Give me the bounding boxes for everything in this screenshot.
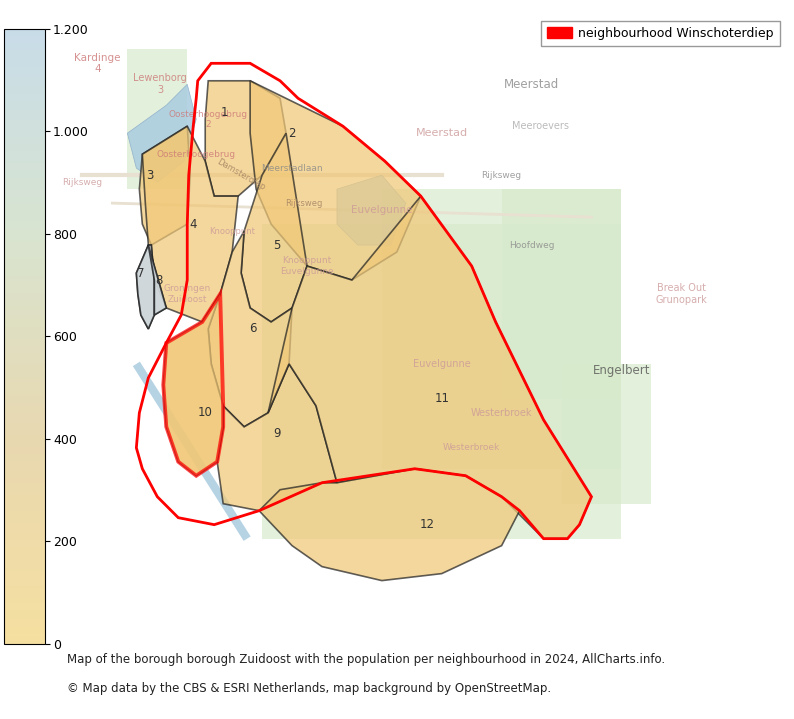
Text: Rijksweg: Rijksweg xyxy=(482,170,522,180)
Text: Euvelgunne: Euvelgunne xyxy=(351,205,413,215)
Text: 8: 8 xyxy=(155,273,163,286)
Polygon shape xyxy=(241,133,307,322)
Text: Groningen
Zuidoost: Groningen Zuidoost xyxy=(164,284,211,303)
Bar xyxy=(561,364,651,504)
Text: Westerbroek: Westerbroek xyxy=(471,408,532,418)
Text: Map of the borough borough Zuidoost with the population per neighbourhood in 202: Map of the borough borough Zuidoost with… xyxy=(67,653,665,666)
Polygon shape xyxy=(164,294,223,476)
Text: 4: 4 xyxy=(190,218,197,231)
Bar xyxy=(382,189,622,469)
Text: Oosterhoogebrug
2: Oosterhoogebrug 2 xyxy=(168,109,248,129)
Text: 11: 11 xyxy=(434,393,449,406)
Text: 10: 10 xyxy=(198,406,213,419)
Text: Meerstad: Meerstad xyxy=(504,78,559,91)
Text: 12: 12 xyxy=(419,518,434,531)
Polygon shape xyxy=(148,245,166,315)
Bar xyxy=(502,189,622,399)
Text: Knooppunt
Euvelgunne: Knooppunt Euvelgunne xyxy=(280,257,333,275)
Polygon shape xyxy=(268,196,592,539)
Polygon shape xyxy=(140,127,191,245)
Polygon shape xyxy=(208,231,292,427)
Text: 1: 1 xyxy=(221,106,229,119)
Polygon shape xyxy=(127,84,196,182)
Text: Hoofdweg: Hoofdweg xyxy=(509,241,554,249)
Polygon shape xyxy=(259,469,519,580)
Polygon shape xyxy=(137,245,154,329)
Text: Rijksweg: Rijksweg xyxy=(285,198,322,208)
Text: Oosterhoogebrug: Oosterhoogebrug xyxy=(156,150,236,159)
Polygon shape xyxy=(142,127,238,322)
Polygon shape xyxy=(250,81,421,280)
Text: © Map data by the CBS & ESRI Netherlands, map background by OpenStreetMap.: © Map data by the CBS & ESRI Netherlands… xyxy=(67,682,552,695)
Text: 2: 2 xyxy=(288,127,296,139)
Text: 9: 9 xyxy=(273,427,281,440)
Polygon shape xyxy=(337,175,406,245)
Polygon shape xyxy=(148,245,166,315)
Text: Westerbroek: Westerbroek xyxy=(443,444,500,452)
Text: Lewenborg
3: Lewenborg 3 xyxy=(133,73,187,95)
Text: Knooppunt: Knooppunt xyxy=(210,226,255,236)
Text: 3: 3 xyxy=(146,169,153,182)
Text: Damsterdiep: Damsterdiep xyxy=(215,157,267,193)
Polygon shape xyxy=(164,294,223,476)
Polygon shape xyxy=(218,364,337,510)
Text: Meerstad: Meerstad xyxy=(416,128,468,138)
Text: Engelbert: Engelbert xyxy=(592,365,650,377)
Text: Kardinge
4: Kardinge 4 xyxy=(74,52,121,74)
Text: 5: 5 xyxy=(273,239,281,252)
Text: Euvelgunne: Euvelgunne xyxy=(413,359,471,369)
Bar xyxy=(262,224,622,539)
Text: 6: 6 xyxy=(249,322,257,336)
Text: Meeroevers: Meeroevers xyxy=(512,122,569,132)
Text: 7: 7 xyxy=(137,267,145,280)
Text: Break Out
Grunopark: Break Out Grunopark xyxy=(655,283,707,305)
Polygon shape xyxy=(137,245,154,329)
Polygon shape xyxy=(205,81,286,196)
Legend: neighbourhood Winschoterdiep: neighbourhood Winschoterdiep xyxy=(541,21,780,46)
Text: Meerstadlaan: Meerstadlaan xyxy=(261,164,323,173)
Text: Rijksweg: Rijksweg xyxy=(63,178,102,187)
Bar xyxy=(127,50,187,189)
